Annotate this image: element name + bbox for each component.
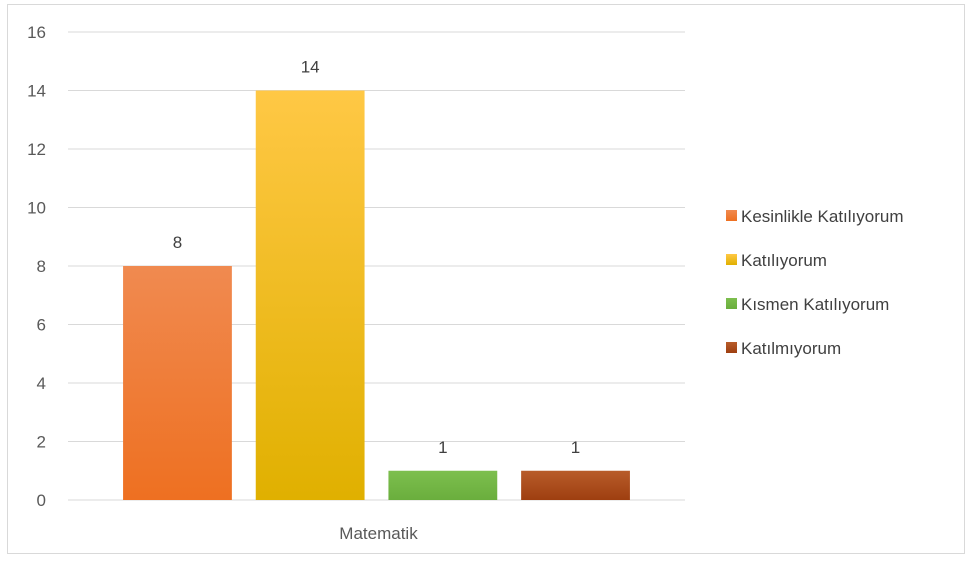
x-category-label: Matematik — [339, 524, 418, 543]
legend-swatch — [726, 254, 737, 265]
y-tick-label: 0 — [37, 491, 46, 510]
data-label: 8 — [173, 233, 182, 252]
y-axis-ticks: 0 2 4 6 8 10 12 14 16 — [27, 23, 46, 510]
legend-swatch — [726, 210, 737, 221]
y-tick-label: 4 — [37, 374, 46, 393]
y-tick-label: 12 — [27, 140, 46, 159]
legend-label: Katılıyorum — [741, 251, 827, 270]
y-tick-label: 14 — [27, 82, 46, 101]
data-label: 14 — [301, 58, 320, 77]
bar-3 — [388, 470, 498, 500]
y-tick-label: 2 — [37, 433, 46, 452]
data-labels: 8 14 1 1 — [173, 58, 581, 457]
legend-label: Kesinlikle Katılıyorum — [741, 207, 904, 226]
legend-swatch — [726, 342, 737, 353]
x-axis-categories: Matematik — [339, 524, 418, 543]
y-tick-label: 8 — [37, 257, 46, 276]
bar-2 — [255, 90, 365, 500]
y-tick-label: 10 — [27, 199, 46, 218]
legend: Kesinlikle Katılıyorum Katılıyorum Kısmen … — [726, 207, 904, 358]
data-label: 1 — [438, 438, 447, 457]
legend-label: Katılmıyorum — [741, 339, 841, 358]
bar-4 — [521, 470, 630, 500]
bar-1 — [123, 266, 232, 500]
y-tick-label: 6 — [37, 316, 46, 335]
data-label: 1 — [571, 438, 580, 457]
y-tick-label: 16 — [27, 23, 46, 42]
legend-label: Kısmen Katılıyorum — [741, 295, 889, 314]
legend-swatch — [726, 298, 737, 309]
bars — [123, 90, 630, 500]
